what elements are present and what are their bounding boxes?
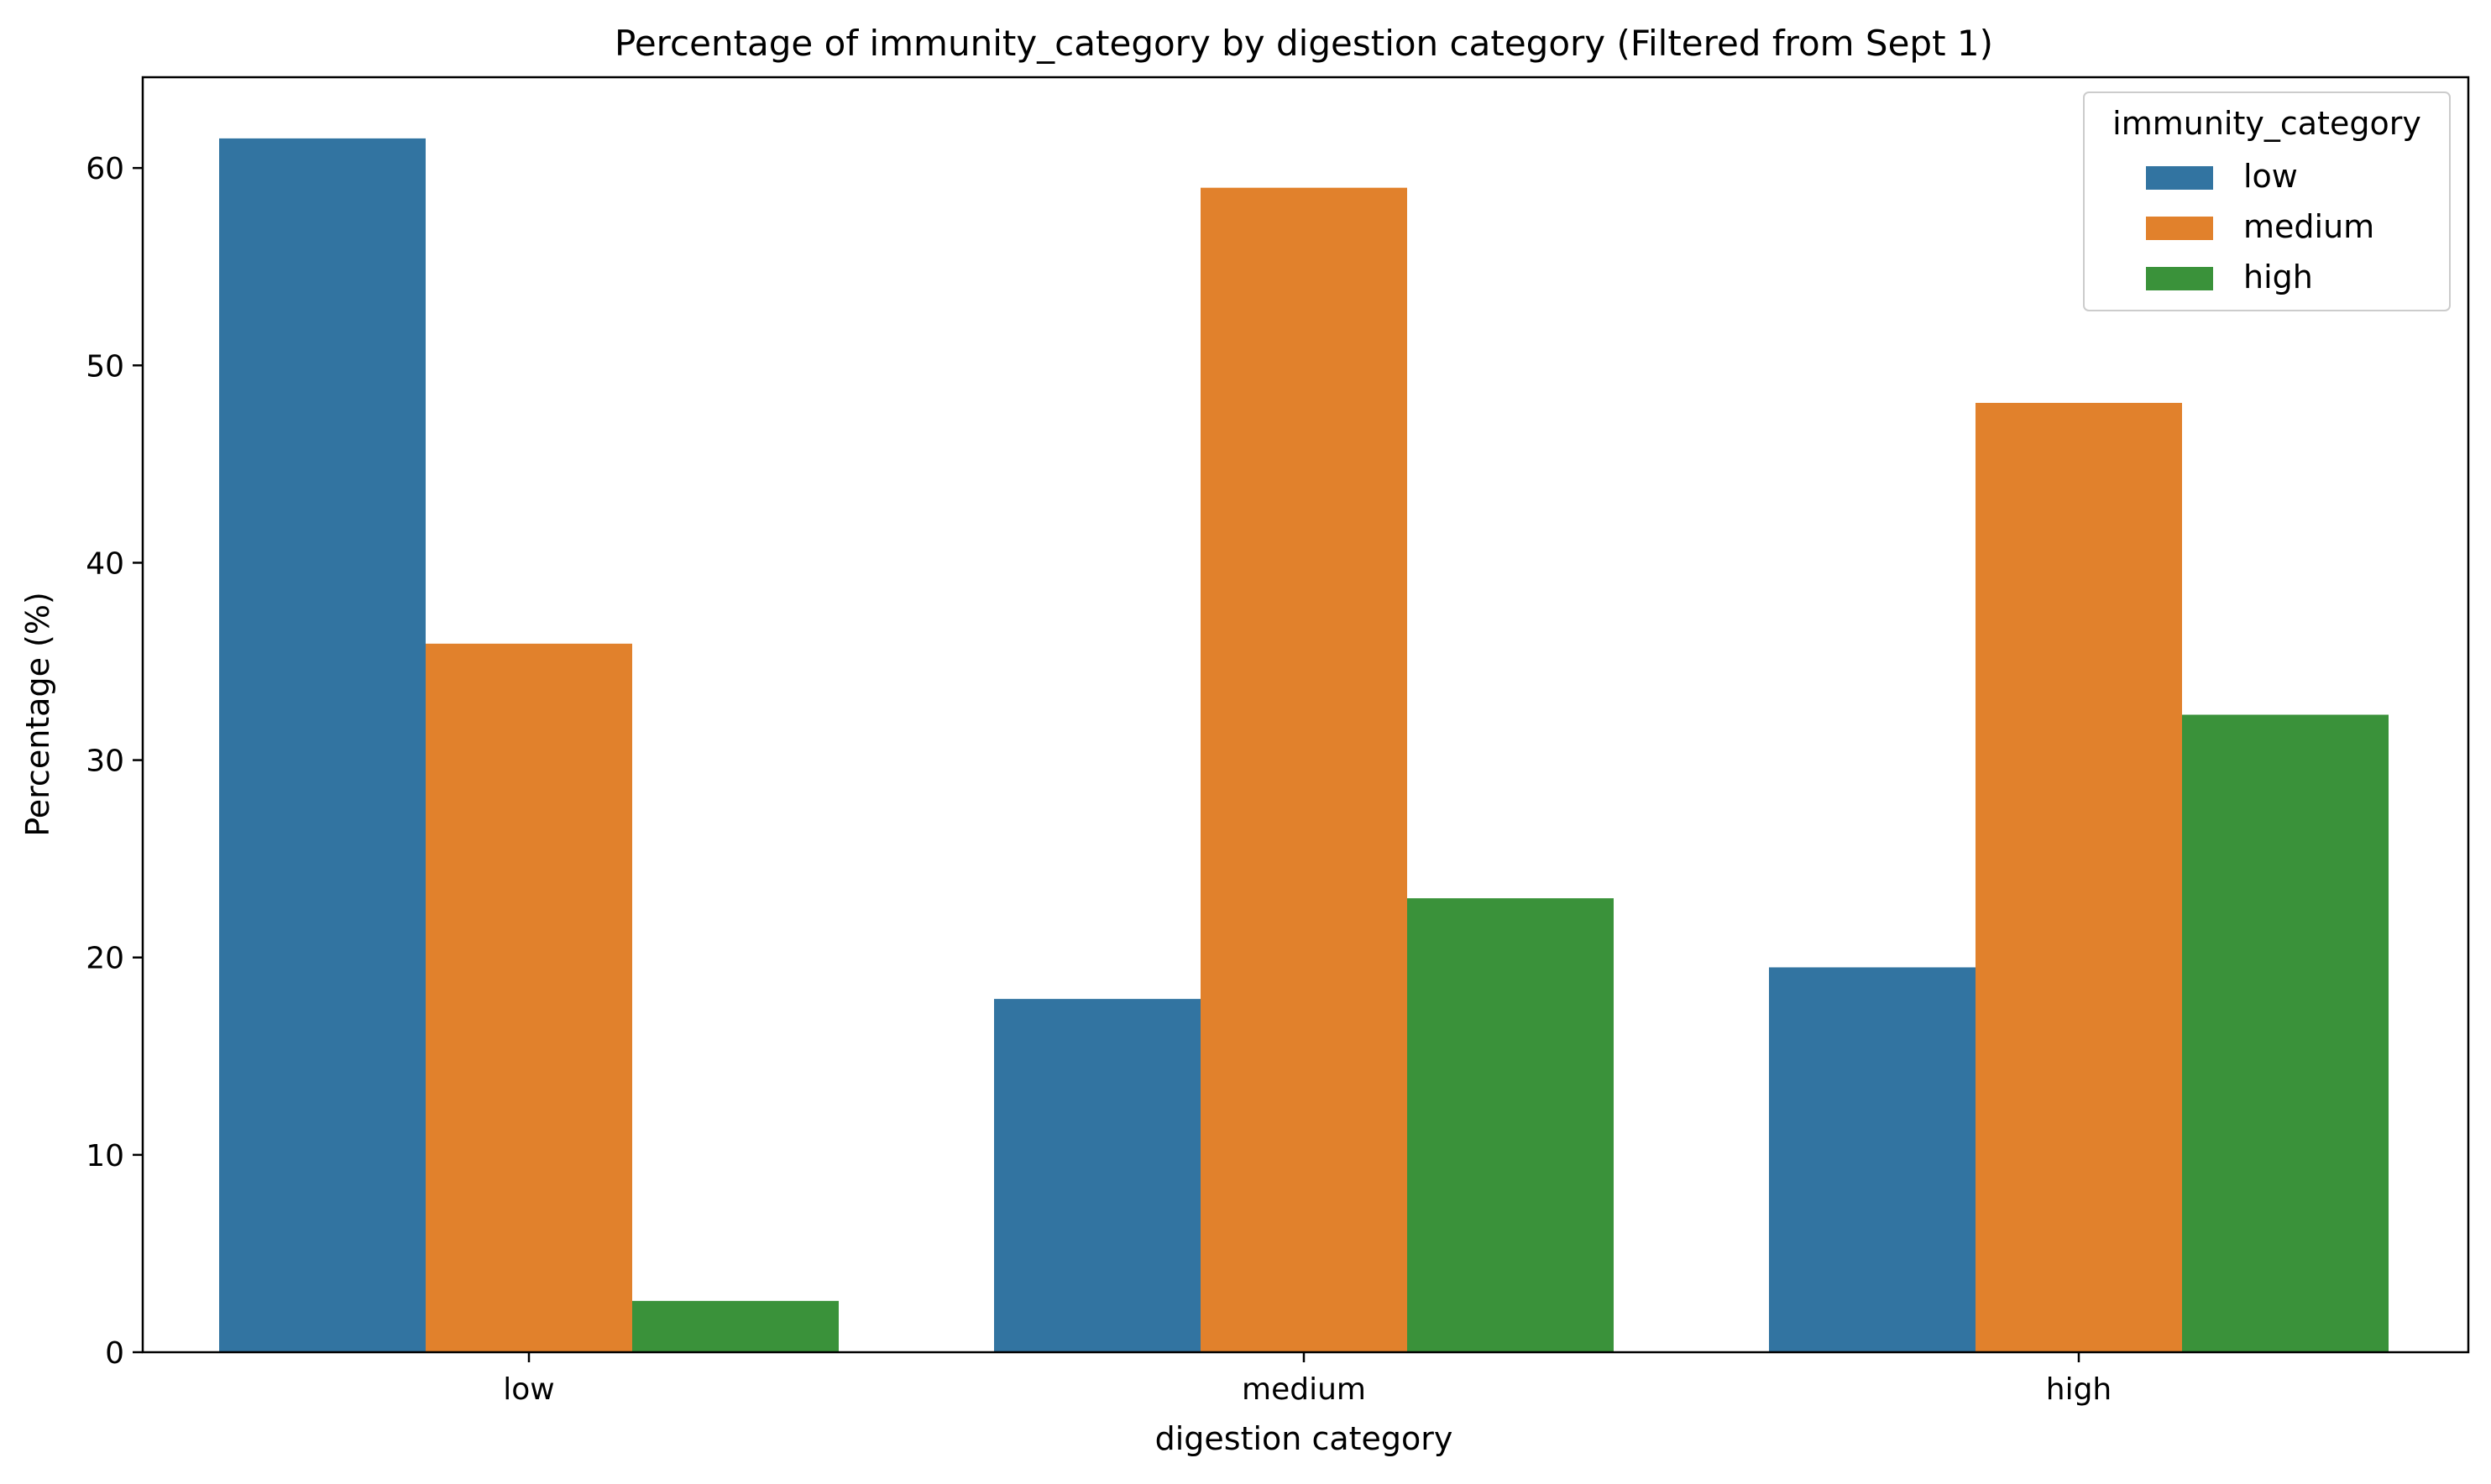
bar-low-low bbox=[219, 138, 426, 1352]
y-tick-label: 40 bbox=[86, 546, 124, 581]
bar-low-high bbox=[632, 1300, 839, 1352]
bar-high-high bbox=[2182, 714, 2389, 1352]
x-axis-label: digestion category bbox=[1155, 1420, 1453, 1457]
x-axis-ticks: low medium high bbox=[503, 1352, 2112, 1407]
legend-label-high: high bbox=[2243, 259, 2313, 295]
legend-swatch-high bbox=[2146, 267, 2213, 290]
legend-title: immunity_category bbox=[2112, 105, 2421, 142]
bar-medium-medium bbox=[1201, 187, 1407, 1353]
y-tick-label: 60 bbox=[86, 152, 124, 186]
y-tick-label: 10 bbox=[86, 1139, 124, 1173]
legend-swatch-low bbox=[2146, 166, 2213, 190]
legend-box bbox=[2083, 91, 2451, 311]
y-tick-label: 0 bbox=[105, 1336, 124, 1371]
bar-high-low bbox=[1769, 967, 1976, 1352]
bar-medium-high bbox=[1407, 898, 1614, 1352]
legend-swatch-medium bbox=[2146, 217, 2213, 240]
x-tick-label: low bbox=[503, 1372, 554, 1407]
legend-label-medium: medium bbox=[2243, 208, 2374, 245]
legend-items: low medium high bbox=[2146, 158, 2374, 295]
y-tick-label: 50 bbox=[86, 349, 124, 384]
y-tick-label: 20 bbox=[86, 942, 124, 976]
bar-medium-low bbox=[994, 999, 1201, 1352]
bar-low-medium bbox=[426, 643, 632, 1352]
chart-title: Percentage of immunity_category by diges… bbox=[615, 23, 1993, 64]
y-axis-ticks: 0 10 20 30 40 50 60 bbox=[86, 152, 143, 1371]
bar-high-medium bbox=[1976, 402, 2182, 1353]
x-tick-label: high bbox=[2046, 1372, 2112, 1407]
legend: immunity_category low medium high bbox=[2083, 91, 2451, 311]
y-axis-label: Percentage (%) bbox=[19, 592, 56, 837]
y-tick-label: 30 bbox=[86, 745, 124, 779]
x-tick-label: medium bbox=[1242, 1372, 1366, 1407]
bars-group bbox=[219, 138, 2389, 1353]
plot-frame bbox=[141, 76, 2470, 1354]
legend-label-low: low bbox=[2243, 158, 2298, 195]
